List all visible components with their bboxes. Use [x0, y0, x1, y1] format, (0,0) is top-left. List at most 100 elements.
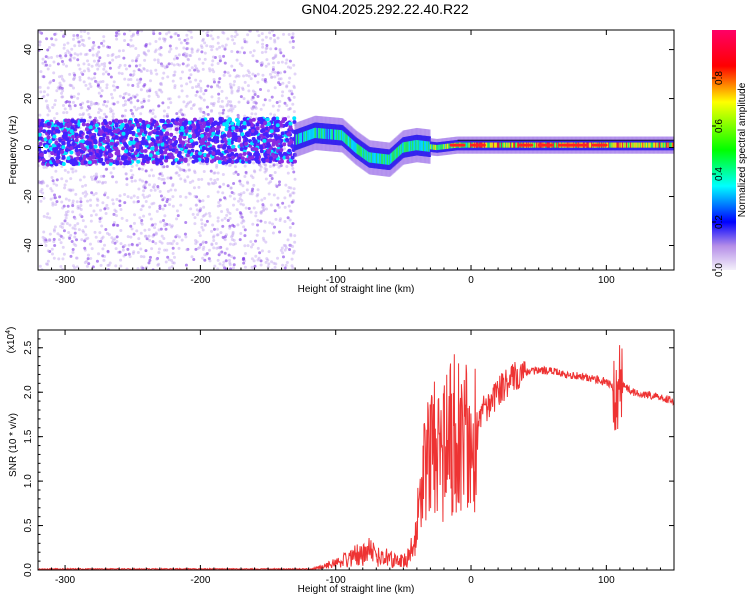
spectrogram-noise-cell: [201, 240, 205, 244]
spectrogram-noise-cell: [291, 39, 295, 43]
spectrogram-band-cell: [265, 158, 270, 163]
spectrogram-noise-cell: [170, 265, 174, 269]
spectrogram-noise-cell: [122, 56, 126, 60]
spectrogram-noise-cell: [279, 51, 283, 55]
spectrogram-noise-cell: [111, 238, 115, 242]
spectrogram-noise-cell: [262, 238, 266, 242]
spectrogram-band-cell: [195, 132, 200, 137]
spectrogram-noise-cell: [68, 236, 72, 240]
spectrogram-noise-cell: [274, 262, 278, 266]
spectrogram-noise-cell: [71, 167, 75, 171]
spectrogram-noise-cell: [76, 53, 80, 57]
spectrogram-noise-cell: [285, 85, 289, 89]
spectrogram-band-cell: [164, 155, 169, 160]
spectrogram-noise-cell: [290, 92, 294, 96]
spectrogram-noise-cell: [153, 50, 157, 54]
spectrogram-noise-cell: [59, 241, 63, 245]
spectrogram-noise-cell: [86, 87, 90, 91]
spectrogram-noise-cell: [72, 77, 76, 81]
spectrogram-noise-cell: [130, 179, 134, 183]
spectrogram-noise-cell: [83, 239, 87, 243]
spectrogram-noise-cell: [129, 235, 133, 239]
spectrogram-noise-cell: [222, 108, 226, 112]
spectrogram-noise-cell: [291, 251, 295, 255]
spectrogram-noise-cell: [70, 47, 74, 51]
spectrogram-noise-cell: [171, 204, 175, 208]
spectrogram-noise-cell: [291, 222, 295, 226]
spectrogram-noise-cell: [194, 247, 198, 251]
spectrogram-noise-cell: [262, 207, 266, 211]
spectrogram-noise-cell: [86, 59, 90, 63]
spectrogram-noise-cell: [268, 165, 272, 169]
spectrogram-band-cell: [292, 120, 297, 125]
spectrogram-noise-cell: [111, 84, 115, 88]
spectrogram-band-cell: [146, 124, 151, 129]
spectrogram-noise-cell: [76, 58, 80, 62]
spectrogram-noise-cell: [169, 47, 173, 51]
spectrogram-noise-cell: [63, 107, 67, 111]
spectrogram-noise-cell: [176, 214, 180, 218]
spectrogram-band-cell: [152, 119, 157, 124]
spectrogram-noise-cell: [150, 247, 154, 251]
spectrogram-noise-cell: [51, 201, 55, 205]
spectrogram-noise-cell: [134, 59, 138, 63]
spectrogram-noise-cell: [221, 111, 225, 115]
spectrogram-noise-cell: [211, 68, 215, 72]
spectrogram-band-cell: [227, 141, 232, 146]
spectrogram-noise-cell: [49, 197, 53, 201]
spectrogram-noise-cell: [52, 229, 56, 233]
spectrogram-noise-cell: [239, 215, 243, 219]
spectrogram-noise-cell: [79, 203, 83, 207]
spectrogram-noise-cell: [214, 242, 218, 246]
spectrogram-noise-cell: [269, 180, 273, 184]
spectrogram-noise-cell: [83, 194, 87, 198]
spectrogram-noise-cell: [245, 40, 249, 44]
spectrogram-noise-cell: [47, 151, 51, 155]
spectrogram-band-cell: [44, 144, 49, 149]
spectrogram-noise-cell: [205, 251, 209, 255]
spectrogram-noise-cell: [268, 98, 272, 102]
spectrogram-noise-cell: [159, 81, 163, 85]
spectrogram-band-cell: [165, 131, 170, 136]
spectrogram-noise-cell: [140, 204, 144, 208]
spectrogram-noise-cell: [196, 69, 200, 73]
spectrogram-noise-cell: [189, 30, 193, 34]
spectrogram-noise-cell: [48, 238, 52, 242]
spectrogram-noise-cell: [136, 195, 140, 199]
spectrogram-noise-cell: [199, 96, 203, 100]
spectrogram-noise-cell: [180, 168, 184, 172]
spectrogram-noise-cell: [228, 211, 232, 215]
spectrogram-noise-cell: [243, 175, 247, 179]
spectrogram-noise-cell: [159, 88, 163, 92]
spectrogram-noise-cell: [110, 236, 114, 240]
spectrogram-noise-cell: [152, 183, 156, 187]
spectrogram-noise-cell: [52, 71, 56, 75]
spectrogram-noise-cell: [135, 163, 139, 167]
spectrogram-band-cell: [38, 129, 41, 134]
spectrogram-band-cell: [205, 157, 210, 162]
spectrogram-noise-cell: [134, 47, 138, 51]
spectrogram-noise-cell: [124, 172, 128, 176]
spectrogram-noise-cell: [148, 109, 152, 113]
spectrogram-noise-cell: [254, 106, 258, 110]
spectrogram-noise-cell: [201, 247, 205, 251]
spectrogram-noise-cell: [264, 35, 268, 39]
spectrogram-noise-cell: [255, 233, 259, 237]
spectrogram-band-cell: [185, 143, 190, 148]
spectrogram-noise-cell: [153, 226, 157, 230]
spectrogram-noise-cell: [260, 50, 264, 54]
spectrogram-band-cell: [194, 141, 199, 146]
spectrogram-noise-cell: [78, 206, 82, 210]
spectrogram-noise-cell: [172, 73, 176, 77]
spectrogram-band-cell: [276, 135, 281, 140]
spectrogram-noise-cell: [55, 54, 59, 58]
spectrogram-band-cell: [75, 156, 80, 161]
spectrogram-band-cell: [120, 122, 125, 127]
spectrogram-noise-cell: [72, 33, 76, 37]
spectrogram-noise-cell: [271, 61, 275, 65]
spectrogram-noise-cell: [282, 32, 286, 36]
spectrogram-noise-cell: [288, 248, 292, 252]
spectrogram-noise-cell: [288, 107, 292, 111]
spectrogram-noise-cell: [66, 49, 70, 53]
